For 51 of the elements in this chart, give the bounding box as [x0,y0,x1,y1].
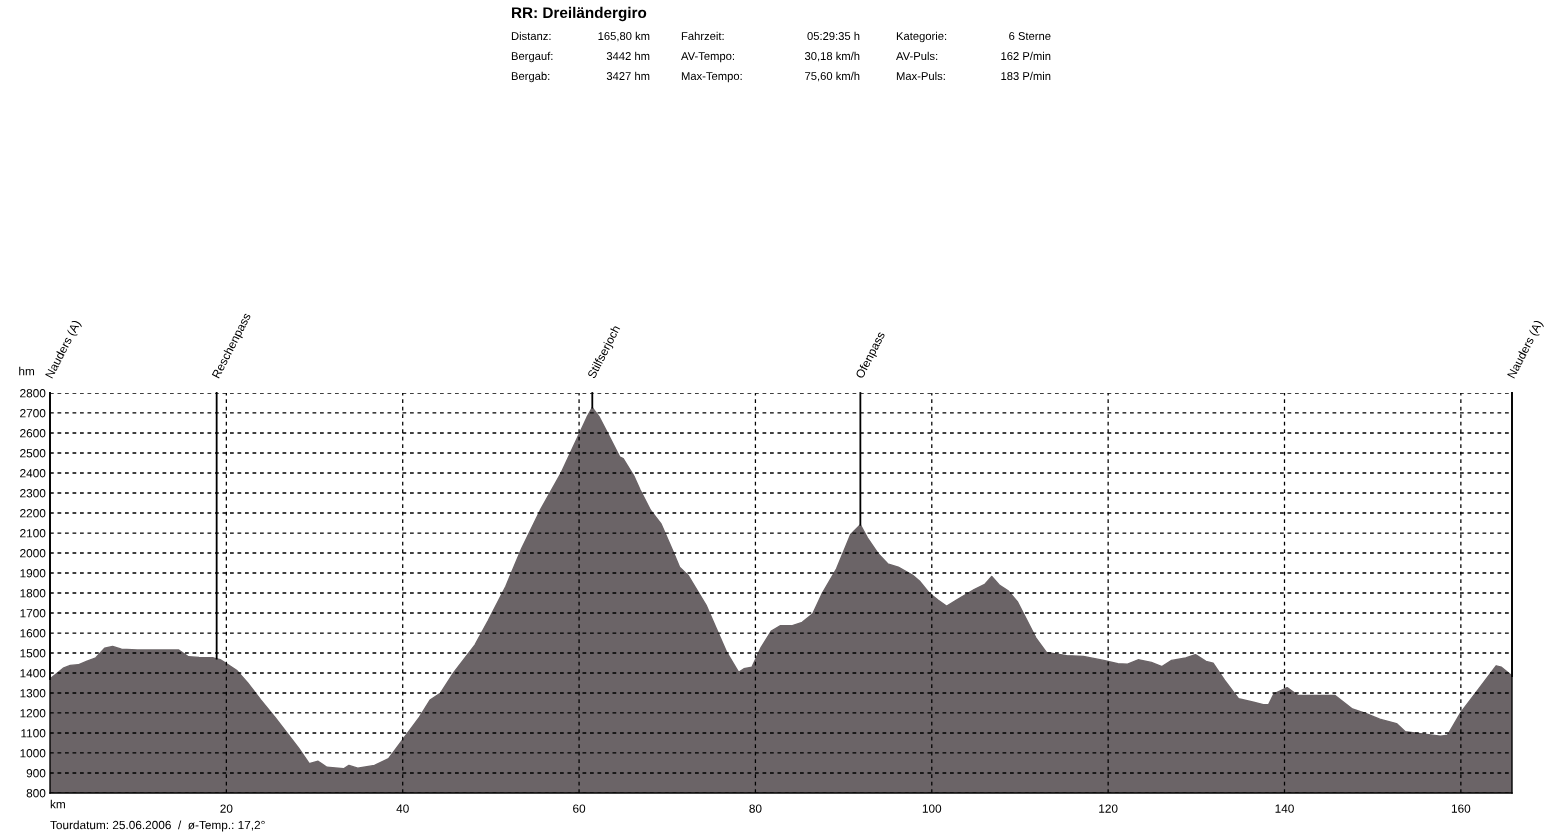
y-tick-label: 2300 [20,489,46,498]
y-axis-title: hm [19,366,35,376]
text: 75,60 km/h [805,71,860,82]
y-tick-label: 2000 [20,549,46,558]
y-tick-label: 1900 [20,569,46,578]
y-tick-label: 2500 [20,449,46,458]
text: Bergauf: [511,51,553,63]
x-tick-label: 160 [1451,804,1471,813]
y-tick-label: 1000 [20,749,46,758]
text: Fahrzeit: [681,31,724,41]
x-tick-label: 80 [749,804,762,813]
text: 165,80 km [598,31,650,42]
y-tick-label: 1400 [20,669,46,678]
y-tick-label: 2600 [20,429,46,438]
y-tick-label: 2100 [20,529,46,538]
y-tick-label: 1600 [20,629,46,638]
text: AV-Puls: [896,51,938,61]
text: 3442 hm [606,51,650,61]
y-tick-label: 1200 [20,709,46,718]
x-tick-label: 60 [573,804,586,813]
y-tick-label: 1100 [21,729,46,738]
text: 3427 hm [606,71,650,81]
y-tick-label: 2800 [20,389,46,398]
text: 05:29:35 h [807,31,860,41]
text: Max-Tempo: [681,72,742,83]
x-tick-label: 40 [396,804,409,813]
y-tick-label: 2200 [20,509,46,518]
text: Distanz: [511,31,551,41]
text: Kategorie: [896,31,947,43]
x-tick-label: 100 [922,804,942,813]
y-tick-label: 1700 [20,609,46,618]
text: 6 Sterne [1009,32,1051,41]
y-tick-label: 2400 [20,469,46,478]
y-tick-label: 1300 [20,689,46,698]
text: Bergab: [511,71,550,83]
y-tick-label: 900 [26,769,46,778]
x-tick-label: 120 [1099,804,1118,813]
y-tick-label: 2700 [20,409,46,418]
text: 183 P/min [1001,71,1051,81]
text: Max-Puls: [896,71,945,81]
text: 162 P/min [1001,51,1051,61]
x-tick-label: 20 [220,804,233,813]
x-axis-title: km [50,799,65,809]
text: 30,18 km/h [804,51,860,62]
y-tick-label: 800 [26,789,46,798]
x-tick-label: 140 [1275,804,1294,813]
y-tick-label: 1800 [20,589,46,598]
text: AV-Tempo: [681,52,734,63]
y-tick-label: 1500 [20,649,46,658]
chart-title: RR: Dreiländergiro [512,6,647,22]
text: Tourdatum: 25.06.2006 / ø-Temp.: 17,2° [50,820,265,832]
